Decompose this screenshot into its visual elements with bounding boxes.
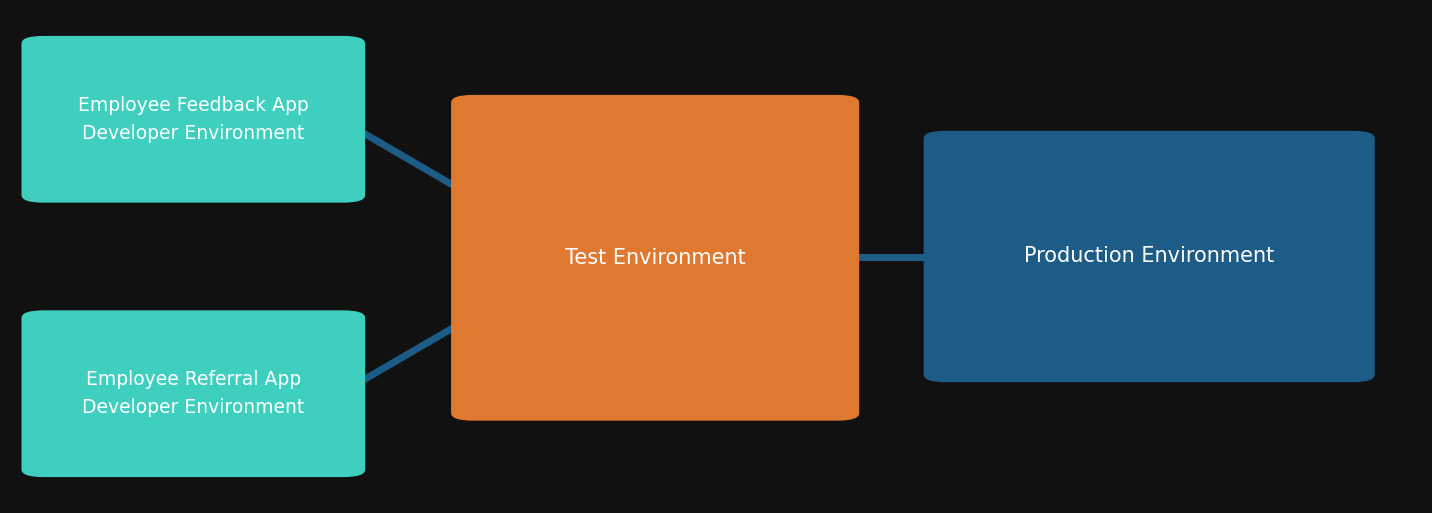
FancyBboxPatch shape	[924, 131, 1375, 382]
FancyBboxPatch shape	[21, 36, 365, 203]
Text: Test Environment: Test Environment	[564, 248, 746, 268]
Text: Employee Feedback App
Developer Environment: Employee Feedback App Developer Environm…	[77, 96, 309, 143]
Text: Production Environment: Production Environment	[1024, 247, 1274, 266]
Text: Employee Referral App
Developer Environment: Employee Referral App Developer Environm…	[82, 370, 305, 417]
FancyBboxPatch shape	[451, 95, 859, 421]
FancyBboxPatch shape	[21, 310, 365, 477]
